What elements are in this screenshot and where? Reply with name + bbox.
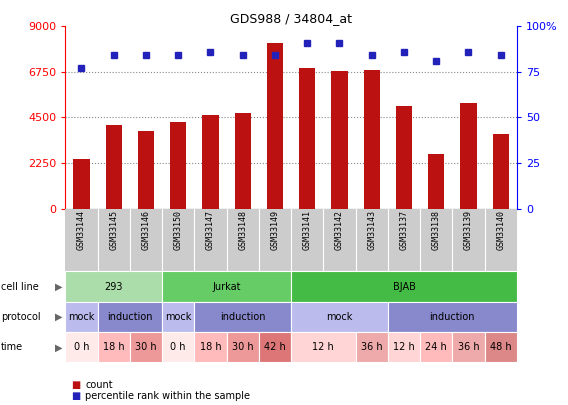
Bar	[106, 125, 122, 209]
Text: induction: induction	[107, 312, 153, 322]
Bar	[461, 103, 477, 209]
Bar	[162, 302, 194, 332]
Bar	[452, 332, 485, 362]
Bar	[364, 70, 380, 209]
Text: 293: 293	[105, 281, 123, 292]
Text: 0 h: 0 h	[74, 342, 89, 352]
Bar	[73, 159, 90, 209]
Bar	[162, 271, 291, 302]
Text: 18 h: 18 h	[103, 342, 124, 352]
Bar	[202, 115, 219, 209]
Text: time: time	[1, 342, 23, 352]
Bar	[492, 134, 509, 209]
Text: cell line: cell line	[1, 281, 39, 292]
Text: count: count	[85, 380, 113, 390]
Bar	[65, 271, 162, 302]
Text: protocol: protocol	[1, 312, 41, 322]
Text: mock: mock	[165, 312, 191, 322]
Text: GSM33139: GSM33139	[464, 211, 473, 250]
Bar	[291, 271, 517, 302]
Text: GSM33138: GSM33138	[432, 211, 441, 250]
Text: ▶: ▶	[55, 312, 62, 322]
Text: ▶: ▶	[55, 342, 62, 352]
Bar	[356, 332, 388, 362]
Text: GSM33141: GSM33141	[303, 211, 312, 250]
Text: 42 h: 42 h	[264, 342, 286, 352]
Text: induction: induction	[429, 312, 475, 322]
Text: 48 h: 48 h	[490, 342, 512, 352]
Bar	[396, 107, 412, 209]
Bar	[331, 71, 348, 209]
Text: GSM33150: GSM33150	[174, 211, 183, 250]
Text: mock: mock	[68, 312, 95, 322]
Bar	[485, 332, 517, 362]
Bar	[299, 68, 315, 209]
Title: GDS988 / 34804_at: GDS988 / 34804_at	[230, 12, 352, 25]
Text: 30 h: 30 h	[135, 342, 157, 352]
Bar	[130, 332, 162, 362]
Text: 18 h: 18 h	[199, 342, 222, 352]
Bar	[65, 302, 98, 332]
Bar	[291, 332, 356, 362]
Text: GSM33140: GSM33140	[496, 211, 506, 250]
Text: 36 h: 36 h	[361, 342, 383, 352]
Text: ▶: ▶	[55, 281, 62, 292]
Text: 12 h: 12 h	[312, 342, 334, 352]
Bar	[138, 130, 154, 209]
Text: 36 h: 36 h	[458, 342, 479, 352]
Text: BJAB: BJAB	[392, 281, 415, 292]
Text: GSM33149: GSM33149	[270, 211, 279, 250]
Text: GSM33143: GSM33143	[367, 211, 376, 250]
Bar	[420, 332, 452, 362]
Text: GSM33148: GSM33148	[238, 211, 247, 250]
Bar	[267, 43, 283, 209]
Text: 0 h: 0 h	[170, 342, 186, 352]
Bar	[259, 332, 291, 362]
Bar	[162, 332, 194, 362]
Text: induction: induction	[220, 312, 265, 322]
Bar	[291, 302, 388, 332]
Text: GSM33144: GSM33144	[77, 211, 86, 250]
Bar	[194, 332, 227, 362]
Text: GSM33142: GSM33142	[335, 211, 344, 250]
Bar	[388, 302, 517, 332]
Bar	[428, 154, 444, 209]
Text: GSM33145: GSM33145	[109, 211, 118, 250]
Text: 12 h: 12 h	[393, 342, 415, 352]
Text: 30 h: 30 h	[232, 342, 253, 352]
Bar	[170, 122, 186, 209]
Text: percentile rank within the sample: percentile rank within the sample	[85, 391, 250, 401]
Bar	[227, 332, 259, 362]
Bar	[235, 113, 251, 209]
Bar	[65, 332, 98, 362]
Text: ■: ■	[71, 380, 80, 390]
Text: ■: ■	[71, 391, 80, 401]
Bar	[98, 302, 162, 332]
Bar	[194, 302, 291, 332]
Text: 24 h: 24 h	[425, 342, 447, 352]
Text: GSM33137: GSM33137	[399, 211, 408, 250]
Text: GSM33147: GSM33147	[206, 211, 215, 250]
Bar	[388, 332, 420, 362]
Text: mock: mock	[326, 312, 353, 322]
Text: GSM33146: GSM33146	[141, 211, 151, 250]
Bar	[98, 332, 130, 362]
Text: Jurkat: Jurkat	[212, 281, 241, 292]
